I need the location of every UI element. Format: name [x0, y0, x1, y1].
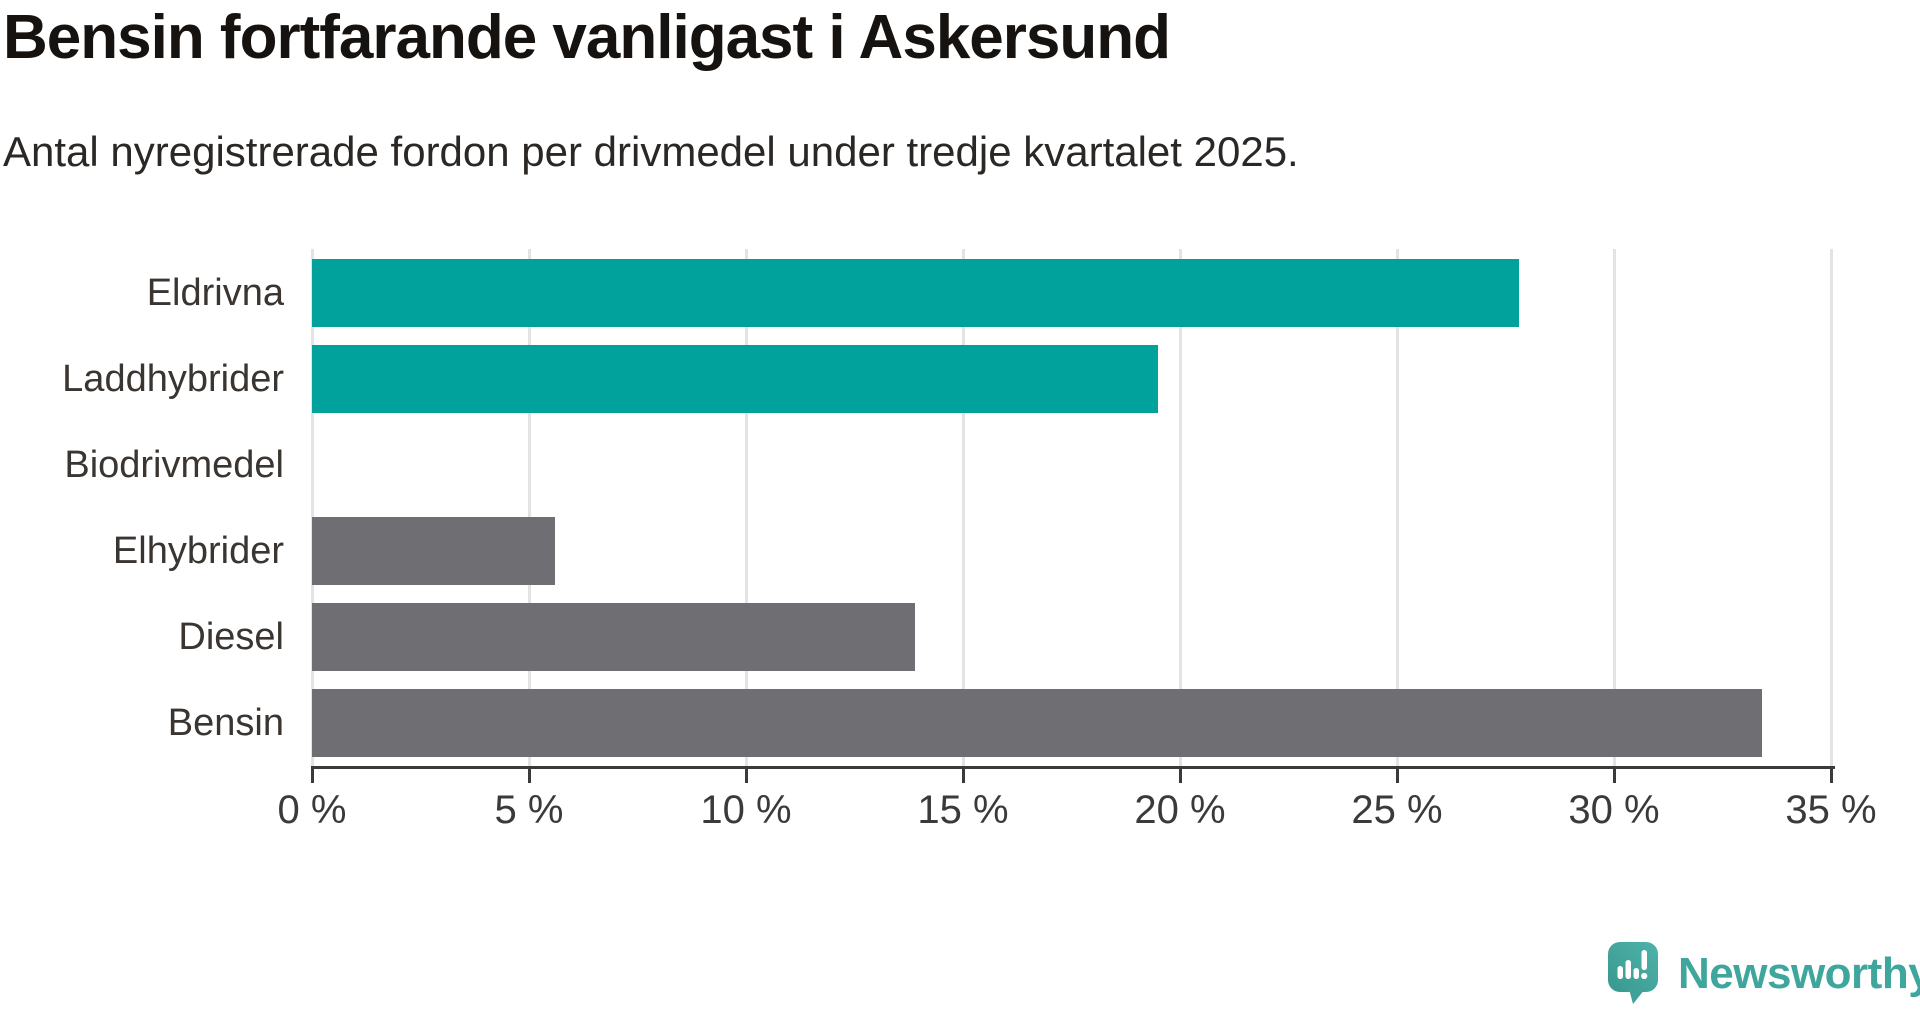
x-axis-tick-label: 35 % [1785, 788, 1877, 832]
x-axis-tick-label: 30 % [1568, 788, 1660, 832]
newsworthy-logo: Newsworthy [1608, 942, 1920, 1005]
newsworthy-speech-bubble-bar-chart-icon [1608, 942, 1658, 1004]
x-axis-tick-0 [310, 766, 314, 783]
x-axis-tick-label: 10 % [700, 788, 792, 832]
x-axis-tick-label: 5 % [494, 788, 564, 832]
category-label-eldrivna: Eldrivna [146, 272, 284, 314]
x-axis-tick-label: 25 % [1351, 788, 1443, 832]
x-axis-tick-label: 20 % [1134, 788, 1226, 832]
x-axis-tick-label: 0 % [277, 788, 347, 832]
x-axis-line [312, 766, 1835, 769]
bar-diesel [312, 603, 916, 671]
bar-eldrivna [312, 259, 1519, 327]
bar-elhybrider [312, 517, 556, 585]
chart-title: Bensin fortfarande vanligast i Askersund [3, 3, 1171, 72]
gridline-25 [1395, 249, 1399, 766]
gridline-5 [527, 249, 531, 766]
category-label-bensin: Bensin [167, 702, 284, 744]
chart-subtitle: Antal nyregistrerade fordon per drivmede… [3, 128, 1299, 175]
gridline-10 [744, 249, 748, 766]
x-axis-tick-5 [527, 766, 531, 783]
x-axis-tick-label: 15 % [917, 788, 1009, 832]
category-axis: Eldrivna Laddhybrider Biodrivmedel Elhybrid… [0, 249, 284, 766]
category-label-biodrivmedel: Biodrivmedel [64, 444, 284, 486]
gridline-15 [961, 249, 965, 766]
newsworthy-logo-text: Newsworthy [1678, 948, 1920, 998]
category-label-laddhybrider: Laddhybrider [62, 358, 284, 400]
x-axis-tick-20 [1178, 766, 1182, 783]
category-label-diesel: Diesel [178, 616, 284, 658]
x-axis-tick-10 [744, 766, 748, 783]
x-axis-tick-35 [1829, 766, 1833, 783]
category-label-elhybrider: Elhybrider [112, 530, 284, 572]
gridline-35 [1829, 249, 1833, 766]
bar-laddhybrider [312, 345, 1159, 413]
bar-chart-plot-area [310, 249, 1833, 766]
x-axis-tick-15 [961, 766, 965, 783]
gridline-20 [1178, 249, 1182, 766]
bar-bensin [312, 689, 1762, 757]
gridline-30 [1612, 249, 1616, 766]
x-axis-tick-30 [1612, 766, 1616, 783]
gridline-0 [310, 249, 314, 766]
x-axis-tick-25 [1395, 766, 1399, 783]
